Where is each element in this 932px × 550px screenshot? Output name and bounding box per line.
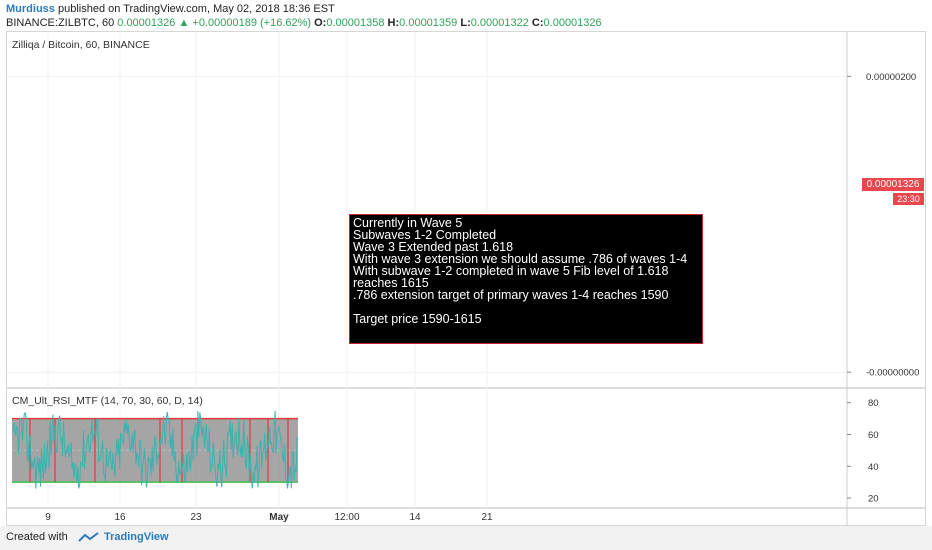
y-tick-label: 0.00000200 — [866, 72, 916, 83]
footer-bar: Created with TradingView — [0, 526, 932, 550]
up-arrow-icon: ▲ — [178, 17, 190, 29]
high-label: H: — [387, 17, 400, 29]
last-price-badge: 0.00001326 — [862, 178, 924, 191]
last-value: 0.00001326 — [117, 17, 176, 29]
note-line: With wave 3 extension we should assume .… — [353, 252, 688, 266]
change-value: +0.00000189 (+16.62%) — [192, 17, 312, 29]
rsi-tick-label: 20 — [868, 494, 879, 505]
open-value: 0.00001358 — [326, 17, 385, 29]
note-line: Currently in Wave 5 — [353, 216, 463, 230]
rsi-tick-label: 80 — [868, 398, 879, 409]
low-label: L: — [460, 17, 471, 29]
created-with-label: Created with — [6, 531, 68, 543]
note-line: Target price 1590-1615 — [353, 312, 482, 326]
close-value: 0.00001326 — [543, 17, 602, 29]
x-tick-label: May — [269, 512, 289, 523]
note-line: .786 extension target of primary waves 1… — [353, 288, 669, 302]
close-label: C: — [531, 17, 544, 29]
x-tick-label: 16 — [114, 512, 126, 523]
rsi-title: CM_Ult_RSI_MTF (14, 70, 30, 60, D, 14) — [12, 395, 203, 407]
open-label: O: — [314, 17, 327, 29]
publish-header: Murdiuss published on TradingView.com, M… — [6, 3, 335, 15]
chart-title: Zilliqa / Bitcoin, 60, BINANCE — [12, 39, 150, 51]
x-tick-label: 12:00 — [334, 512, 359, 523]
x-tick-label: 21 — [481, 512, 493, 523]
high-value: 0.00001359 — [399, 17, 458, 29]
x-tick-label: 14 — [409, 512, 421, 523]
y-tick-label: -0.00000000 — [866, 368, 919, 379]
author-name[interactable]: Murdiuss — [6, 3, 55, 15]
low-value: 0.00001322 — [470, 17, 529, 29]
x-tick-label: 23 — [190, 512, 202, 523]
note-line: Wave 3 Extended past 1.618 — [353, 240, 514, 254]
rsi-tick-label: 60 — [868, 430, 879, 441]
rsi-line — [11, 410, 299, 489]
note-line: With subwave 1-2 completed in wave 5 Fib… — [353, 264, 669, 290]
analysis-note[interactable]: Currently in Wave 5 Subwaves 1-2 Complete… — [349, 214, 703, 344]
rsi-tick-label: 40 — [868, 462, 879, 473]
x-tick-label: 9 — [45, 512, 51, 523]
chart-frame — [6, 31, 926, 526]
countdown-badge: 23:30 — [893, 193, 924, 205]
tradingview-logo-icon — [78, 532, 99, 542]
symbol-prefix: BINANCE:ZILBTC, 60 — [6, 17, 118, 29]
symbol-line: BINANCE:ZILBTC, 60 0.00001326 ▲ +0.00000… — [6, 17, 602, 29]
note-line: Subwaves 1-2 Completed — [353, 228, 497, 242]
publish-info: published on TradingView.com, May 02, 20… — [54, 3, 335, 15]
tradingview-brand[interactable]: TradingView — [104, 531, 169, 543]
